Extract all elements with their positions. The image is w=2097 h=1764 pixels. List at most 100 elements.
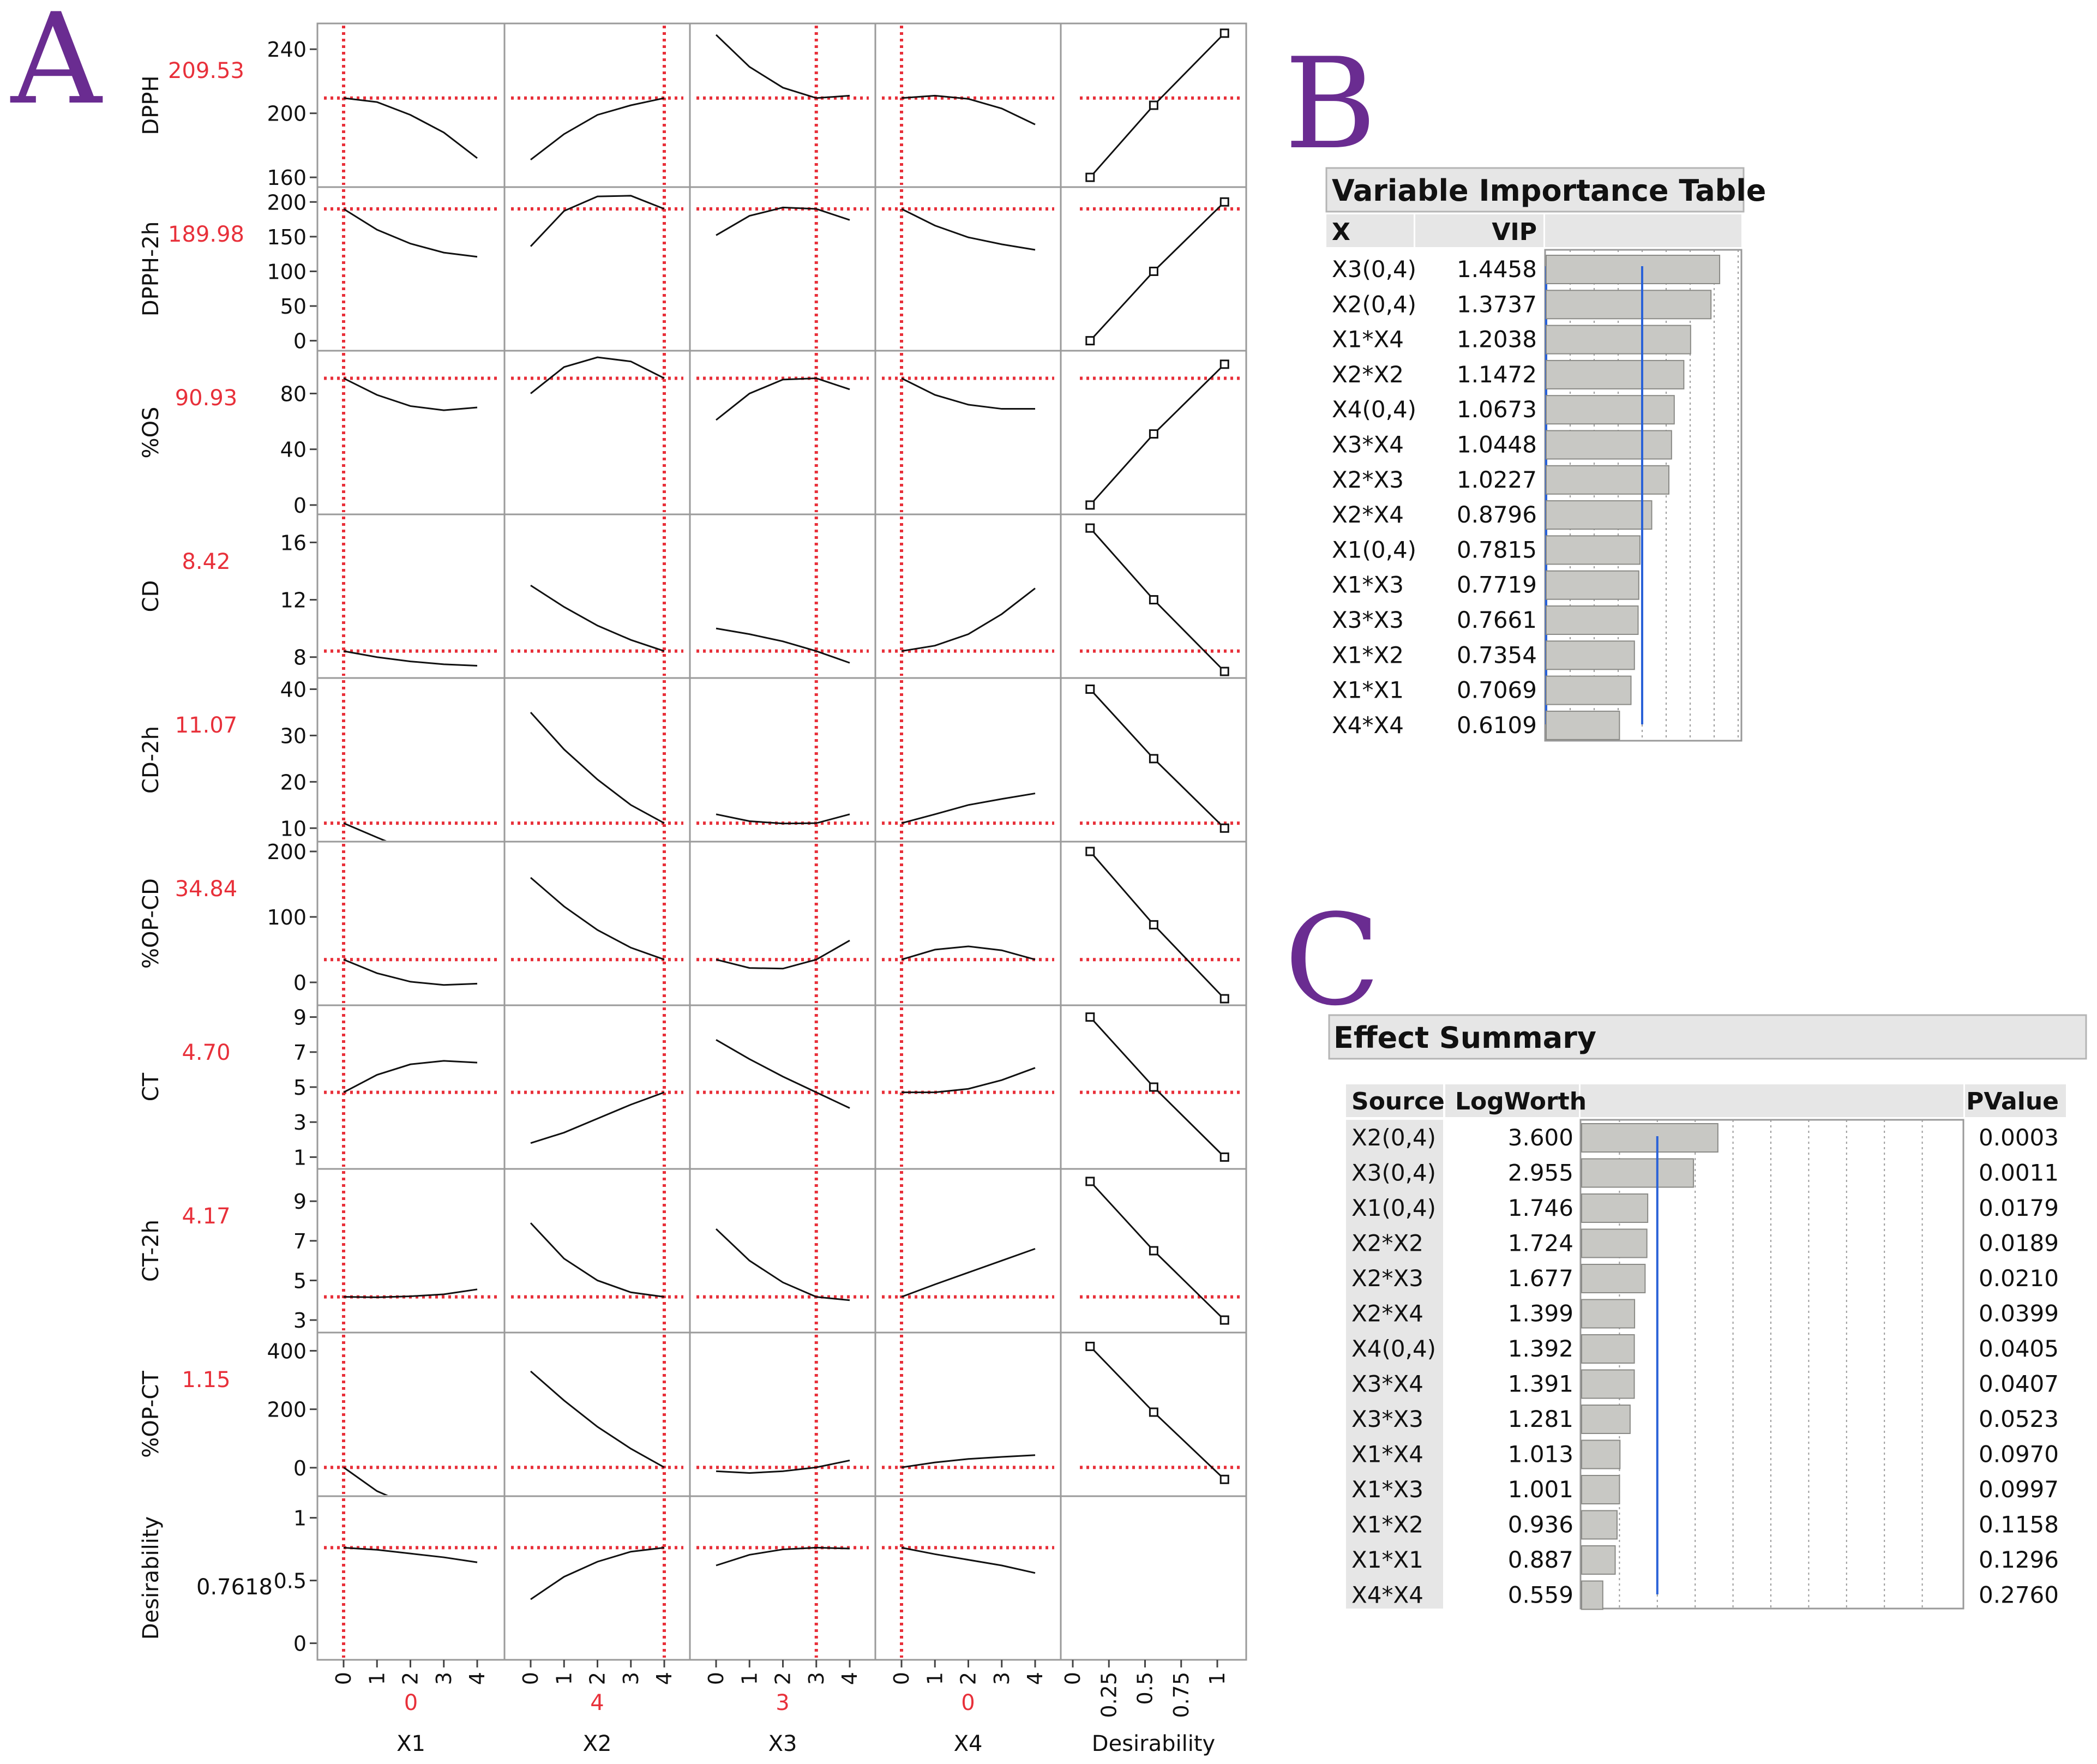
effect-logworth-11: 0.936 bbox=[1508, 1511, 1573, 1538]
desirability-point-6-0 bbox=[1085, 1012, 1095, 1022]
profile-curve-7-3 bbox=[901, 1247, 1036, 1298]
profile-curve-4-1 bbox=[530, 711, 665, 824]
effect-logworth-4: 1.677 bbox=[1508, 1265, 1573, 1292]
desirability-point-2-0 bbox=[1085, 500, 1095, 510]
y-tick-label-5-0: 0 bbox=[293, 971, 307, 995]
vip-bar-9 bbox=[1546, 570, 1639, 600]
effect-source-10: X1*X3 bbox=[1351, 1476, 1423, 1503]
desirability-axis-name: Desirability bbox=[1092, 1731, 1215, 1756]
vip-value-13: 0.6109 bbox=[1457, 712, 1537, 739]
factor-current-value-2: 3 bbox=[776, 1690, 789, 1715]
profile-curve-2-0 bbox=[343, 377, 478, 411]
profile-curve-1-2 bbox=[716, 206, 850, 236]
vip-title-bar bbox=[1325, 167, 1745, 213]
vip-term-8: X1(0,4) bbox=[1332, 536, 1416, 563]
effect-bar-5 bbox=[1581, 1299, 1636, 1329]
x-tick-label-1-4: 4 bbox=[652, 1672, 676, 1685]
profile-curve-3-0 bbox=[343, 650, 478, 667]
effect-pvalue-6: 0.0405 bbox=[1979, 1335, 2059, 1362]
profile-curve-7-1 bbox=[530, 1222, 665, 1298]
x-tick-label-1-0: 0 bbox=[519, 1672, 543, 1685]
profile-curve-5-1 bbox=[530, 877, 665, 961]
profiler-cells: 1602002400501001502000408081216102030400… bbox=[267, 22, 1247, 1661]
y-tick-label-6-3: 7 bbox=[293, 1041, 307, 1065]
vip-bar-4 bbox=[1546, 395, 1675, 425]
y-tick-label-4-2: 30 bbox=[280, 724, 307, 748]
response-name-1: DPPH-2h bbox=[139, 221, 164, 316]
profile-curve-8-3 bbox=[901, 1454, 1036, 1468]
vip-bar-12 bbox=[1546, 675, 1632, 705]
profile-curve-2-3 bbox=[901, 377, 1035, 410]
response-current-value-7: 4.17 bbox=[182, 1204, 230, 1229]
profile-curve-3-2 bbox=[716, 627, 850, 664]
response-name-6: CT bbox=[139, 1072, 164, 1101]
effect-source-4: X2*X3 bbox=[1351, 1265, 1423, 1292]
factor-name-1: X2 bbox=[583, 1731, 612, 1756]
effect-source-0: X2(0,4) bbox=[1351, 1124, 1436, 1151]
panel-label-a: A bbox=[10, 0, 103, 133]
desirability-point-5-2 bbox=[1219, 994, 1229, 1004]
desirability-point-0-0 bbox=[1085, 172, 1095, 182]
vip-bar-5 bbox=[1546, 430, 1672, 460]
profile-curve-9-1 bbox=[530, 1546, 665, 1600]
y-tick-label-2-2: 80 bbox=[280, 382, 307, 406]
response-current-value-9: 0.7618 bbox=[196, 1575, 273, 1600]
effect-header-graph-cell bbox=[1581, 1084, 1963, 1117]
vip-value-1: 1.3737 bbox=[1457, 291, 1537, 317]
y-tick-label-3-0: 8 bbox=[293, 646, 307, 670]
desirability-cell-frame-9 bbox=[1060, 1495, 1247, 1661]
response-name-7: CT-2h bbox=[139, 1220, 164, 1282]
effect-pvalue-11: 0.1158 bbox=[1979, 1511, 2059, 1538]
y-tick-label-6-1: 3 bbox=[293, 1111, 307, 1135]
vip-term-10: X3*X3 bbox=[1332, 607, 1404, 633]
effect-header-logworth-cell bbox=[1445, 1084, 1579, 1117]
profile-curve-1-3 bbox=[901, 208, 1036, 251]
effect-logworth-8: 1.281 bbox=[1508, 1406, 1573, 1432]
y-tick-label-6-0: 1 bbox=[293, 1145, 307, 1169]
effect-bar-2 bbox=[1581, 1193, 1649, 1223]
x-tick-label-2-4: 4 bbox=[838, 1672, 862, 1685]
y-tick-label-5-1: 100 bbox=[267, 905, 307, 929]
desirability-point-4-0 bbox=[1085, 684, 1095, 694]
x-tick-label-1-2: 2 bbox=[586, 1672, 610, 1685]
vip-term-1: X2(0,4) bbox=[1332, 291, 1416, 317]
profile-curve-6-3 bbox=[902, 1067, 1036, 1094]
effect-bar-12 bbox=[1581, 1545, 1616, 1575]
desirability-x-tick-label-3: 0.75 bbox=[1169, 1672, 1193, 1718]
vip-term-9: X1*X3 bbox=[1332, 572, 1404, 598]
desirability-point-0-2 bbox=[1219, 28, 1229, 38]
profile-curve-0-3 bbox=[901, 94, 1036, 125]
vip-term-3: X2*X2 bbox=[1332, 361, 1404, 388]
y-tick-label-2-0: 0 bbox=[293, 494, 307, 518]
effect-header-source-cell bbox=[1346, 1084, 1443, 1117]
x-tick-label-3-4: 4 bbox=[1023, 1672, 1047, 1685]
effect-bar-3 bbox=[1581, 1228, 1648, 1258]
desirability-point-5-0 bbox=[1085, 847, 1095, 856]
y-tick-label-6-2: 5 bbox=[293, 1076, 307, 1100]
vip-value-0: 1.4458 bbox=[1457, 256, 1537, 283]
effect-bar-11 bbox=[1581, 1510, 1618, 1540]
effect-header-pvalue-cell bbox=[1965, 1084, 2066, 1117]
vip-bar-0 bbox=[1546, 255, 1721, 284]
profile-curve-3-3 bbox=[901, 587, 1036, 652]
desirability-point-2-2 bbox=[1219, 359, 1229, 369]
profile-curve-2-1 bbox=[530, 356, 665, 394]
prediction-profiler: 1602002400501001502000408081216102030400… bbox=[139, 22, 1247, 1756]
y-tick-label-0-2: 240 bbox=[267, 38, 307, 62]
factor-current-value-1: 4 bbox=[590, 1690, 604, 1715]
x-tick-label-3-1: 1 bbox=[923, 1672, 947, 1685]
vip-value-6: 1.0227 bbox=[1457, 466, 1537, 493]
profile-curve-1-0 bbox=[343, 208, 478, 258]
response-current-value-3: 8.42 bbox=[182, 549, 230, 574]
y-tick-label-9-2: 1 bbox=[293, 1507, 307, 1531]
x-tick-label-3-0: 0 bbox=[890, 1672, 914, 1685]
effect-header-pvalue: PValue bbox=[1966, 1088, 2059, 1115]
effect-header-logworth: LogWorth bbox=[1455, 1088, 1587, 1115]
effect-pvalue-7: 0.0407 bbox=[1979, 1371, 2059, 1397]
desirability-point-7-0 bbox=[1085, 1177, 1095, 1186]
response-name-8: %OP-CT bbox=[139, 1371, 164, 1458]
desirability-point-3-2 bbox=[1219, 667, 1229, 676]
y-tick-label-1-4: 200 bbox=[267, 190, 307, 214]
vip-value-7: 0.8796 bbox=[1457, 501, 1537, 528]
effect-source-13: X4*X4 bbox=[1351, 1582, 1423, 1609]
